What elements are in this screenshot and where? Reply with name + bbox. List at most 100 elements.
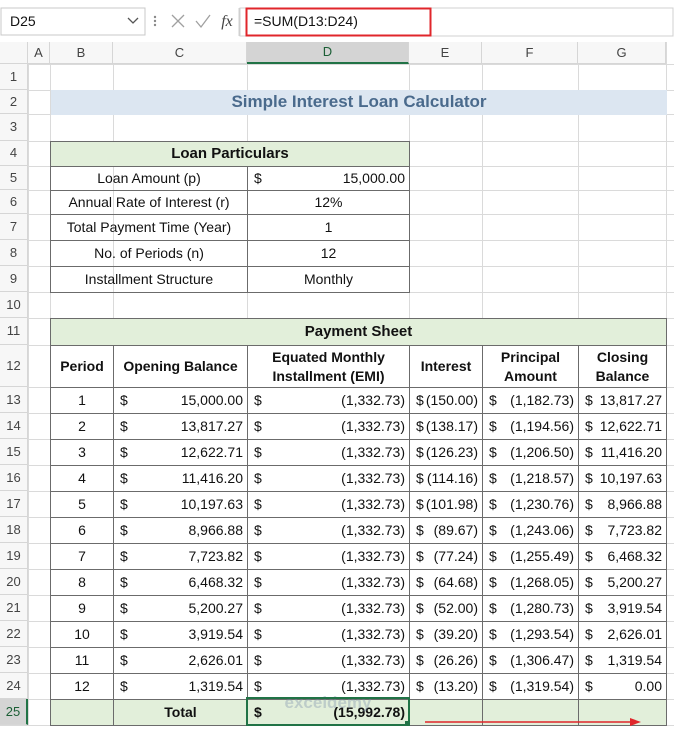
amount-cell: $ (1,230.76) [482, 491, 579, 518]
row-header: 4 [0, 141, 28, 166]
amount: (138.17) [425, 418, 478, 435]
amount-cell: $11,416.20 [578, 439, 667, 466]
row-header: 3 [0, 114, 28, 141]
period: 1 [50, 387, 114, 414]
row-header-label: 6 [9, 193, 18, 209]
row-header-label: 19 [6, 547, 21, 563]
currency-symbol: $ [585, 392, 593, 409]
amount: (1,332.73) [341, 574, 405, 591]
loan-value: 12 [247, 240, 410, 267]
currency-symbol: $ [585, 496, 593, 513]
amount-cell: $ (114.16) [409, 465, 483, 492]
name-box-text: D25 [4, 8, 104, 35]
amount-cell: $ (39.20) [409, 621, 483, 648]
name-box-dropdown[interactable] [127, 17, 139, 24]
period-text: 9 [78, 600, 86, 617]
amount-cell: $ (1,332.73) [247, 621, 410, 648]
currency-symbol: $ [585, 470, 593, 487]
amount: 13,817.27 [180, 418, 243, 435]
separator-dot [153, 15, 157, 19]
row-header: 10 [0, 292, 28, 318]
payment-column-header: Principal Amount [482, 345, 579, 388]
column-header-label: F [525, 44, 534, 60]
currency-symbol: $ [120, 418, 128, 435]
loan-label: Annual Rate of Interest (r) [50, 190, 248, 215]
loan-value-text: 12% [314, 194, 343, 211]
amount: 13,817.27 [599, 392, 662, 409]
formula-highlight [245, 7, 432, 37]
column-header: G [578, 42, 666, 64]
amount-cell: $ (1,332.73) [247, 647, 410, 674]
currency-symbol: $ [120, 392, 128, 409]
row-header-label: 8 [9, 244, 18, 260]
amount-cell: $ (1,332.73) [247, 595, 410, 622]
row-header-label: 25 [5, 703, 21, 719]
amount: (26.26) [433, 652, 478, 669]
row-header: 17 [0, 491, 28, 517]
amount-cell: $ (1,319.54) [482, 673, 579, 700]
currency-symbol: $ [416, 444, 424, 461]
amount: 10,197.63 [180, 496, 243, 513]
amount: (101.98) [425, 496, 478, 513]
amount-cell: $13,817.27 [113, 413, 248, 440]
amount-cell: $ (64.68) [409, 569, 483, 596]
amount-cell: $ (1,243.06) [482, 517, 579, 544]
currency-symbol: $ [416, 496, 424, 513]
row-header: 13 [0, 387, 28, 413]
currency-symbol: $ [254, 678, 262, 695]
amount: (39.20) [433, 626, 478, 643]
currency-symbol: $ [416, 652, 424, 669]
payment-header: Payment Sheet [50, 318, 667, 346]
amount: 12,622.71 [599, 418, 662, 435]
period-text: 3 [78, 444, 86, 461]
loan-value: 1 [247, 214, 410, 241]
row-header: 19 [0, 543, 28, 569]
row-header-label: 18 [6, 521, 21, 537]
amount: 8,966.88 [607, 496, 663, 513]
amount-cell: $ (1,332.73) [247, 439, 410, 466]
row-header: 20 [0, 569, 28, 595]
name-box[interactable] [0, 7, 146, 36]
currency-symbol: $ [120, 574, 128, 591]
amount-cell: $ (1,255.49) [482, 543, 579, 570]
formula-input[interactable] [239, 7, 674, 37]
period: 5 [50, 491, 114, 518]
row-header-label: 20 [6, 573, 21, 589]
loan-label-text: Loan Amount (p) [97, 170, 201, 187]
row-header-label: 1 [9, 68, 18, 84]
amount: (52.00) [433, 600, 478, 617]
currency-symbol: $ [489, 444, 497, 461]
amount-cell: $10,197.63 [113, 491, 248, 518]
row-header: 22 [0, 621, 28, 647]
loan-label: Total Payment Time (Year) [50, 214, 248, 241]
amount-cell: $ (1,332.73) [247, 465, 410, 492]
currency-symbol: $ [254, 170, 262, 187]
currency-symbol: $ [254, 548, 262, 565]
enter-icon[interactable] [195, 14, 211, 29]
currency-symbol: $ [416, 392, 424, 409]
period-text: 1 [78, 392, 86, 409]
row-header: 25 [0, 699, 28, 725]
row-header-label: 22 [6, 625, 21, 641]
row-header-label: 10 [6, 296, 21, 312]
currency-symbol: $ [489, 652, 497, 669]
amount-cell: $1,319.54 [578, 647, 667, 674]
period-text: 8 [78, 574, 86, 591]
amount: 7,723.82 [607, 522, 663, 539]
payment-column-header-text: Interest [420, 358, 472, 375]
payment-column-header-text: Principal Amount [500, 348, 561, 384]
cancel-icon[interactable] [171, 14, 185, 28]
amount-cell: $ (77.24) [409, 543, 483, 570]
amount: 6,468.32 [188, 574, 244, 591]
row-header-label: 21 [6, 599, 21, 615]
currency-symbol: $ [585, 522, 593, 539]
loan-value: Monthly [247, 266, 410, 293]
row-header: 12 [0, 345, 28, 387]
loan-value-text: Monthly [303, 271, 354, 288]
amount-cell: $ (1,332.73) [247, 543, 410, 570]
amount: (13.20) [433, 678, 478, 695]
amount-cell: $ (26.26) [409, 647, 483, 674]
row-header: 16 [0, 465, 28, 491]
column-header-label: A [34, 44, 43, 60]
